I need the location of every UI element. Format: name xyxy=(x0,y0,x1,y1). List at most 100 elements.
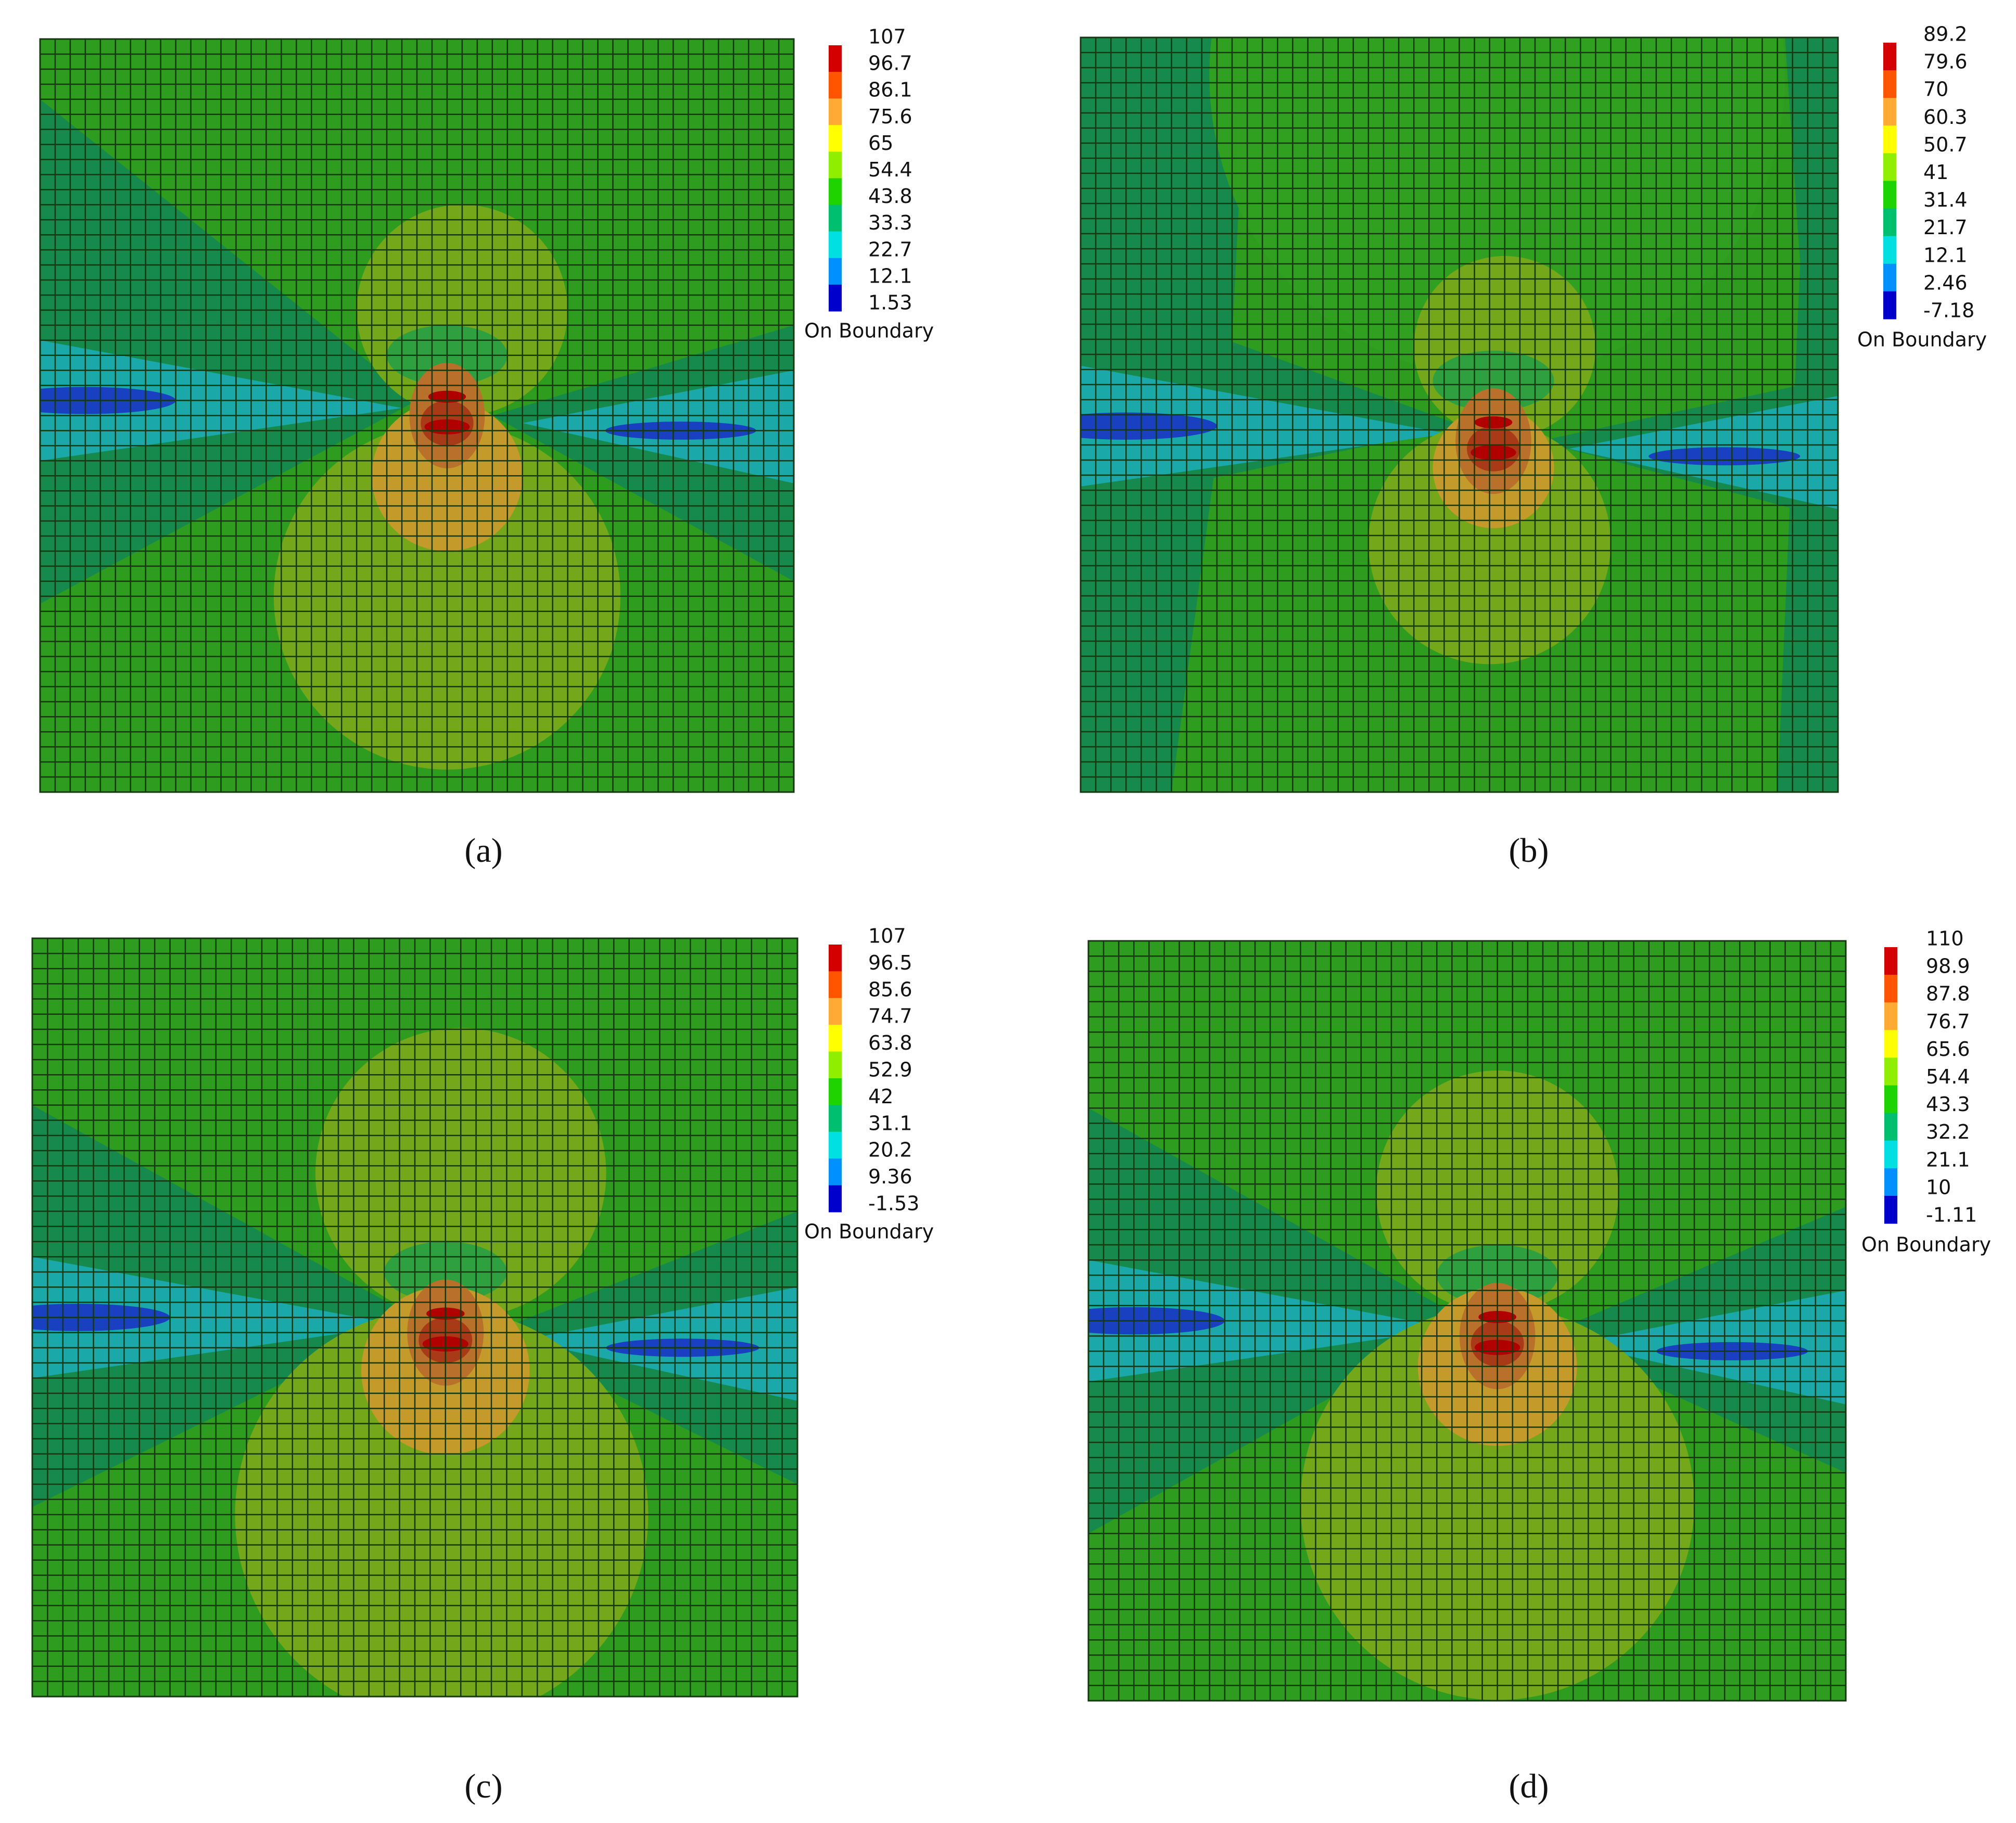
legend-swatch xyxy=(1883,181,1896,209)
legend-label: 50.7 xyxy=(1923,133,1968,156)
mesh xyxy=(32,938,797,1697)
legend-swatch xyxy=(1884,1168,1897,1196)
legend-label: 76.7 xyxy=(1926,1010,1970,1033)
legend-label: 2.46 xyxy=(1923,271,1968,294)
legend-swatch xyxy=(1883,208,1896,237)
legend-swatch xyxy=(829,998,842,1025)
legend-swatch xyxy=(829,1025,842,1052)
legend-label: 96.7 xyxy=(868,52,912,75)
legend-label: 10 xyxy=(1926,1176,1951,1199)
left-wedge xyxy=(40,99,417,604)
legend-label: 65 xyxy=(868,132,893,155)
legend-swatch xyxy=(1884,1002,1897,1030)
legend-label: 60.3 xyxy=(1923,106,1968,129)
legend-swatch xyxy=(1883,43,1896,71)
legend-swatch xyxy=(829,72,842,99)
legend-label: 43.3 xyxy=(1926,1093,1970,1116)
legend-swatch xyxy=(1883,291,1896,320)
legend-label: 87.8 xyxy=(1926,983,1970,1005)
mesh xyxy=(1088,941,1846,1701)
legend-swatch xyxy=(1884,975,1897,1003)
legend-swatch xyxy=(1884,1057,1897,1086)
legend-label: 96.5 xyxy=(868,951,912,974)
legend-swatch xyxy=(829,1105,842,1132)
legend-label: -1.53 xyxy=(868,1192,919,1215)
legend-label: 22.7 xyxy=(868,238,912,261)
legend-label: 107 xyxy=(868,925,906,948)
panel-caption: (a) xyxy=(464,832,502,870)
legend-swatch xyxy=(829,1158,842,1186)
plot-border xyxy=(1080,36,1839,793)
panel-caption: (d) xyxy=(1509,1767,1549,1805)
panel: 89.2 79.6 70 60.3 50.7 41 31.4 21.7 12.1 2.46 -7.1… xyxy=(1080,23,1987,870)
legend-swatch xyxy=(829,258,842,285)
legend-swatch xyxy=(1883,98,1896,126)
legend-label: 31.1 xyxy=(868,1112,912,1134)
legend-swatch xyxy=(1883,125,1896,154)
legend-label: 63.8 xyxy=(868,1031,912,1054)
legend-label: 20.2 xyxy=(868,1139,912,1162)
legend-swatch xyxy=(1883,236,1896,264)
legend-swatch xyxy=(829,45,842,72)
legend-label: 21.7 xyxy=(1923,216,1968,239)
panel: 110 98.9 87.8 76.7 65.6 54.4 43.3 32.2 21.1 10 -1.… xyxy=(1087,927,1991,1805)
legend-swatch xyxy=(829,125,842,152)
legend-label: 65.6 xyxy=(1926,1038,1970,1061)
legend-label: 70 xyxy=(1923,78,1948,101)
legend-swatch xyxy=(829,1131,842,1159)
ring xyxy=(1432,350,1554,411)
legend-label: 89.2 xyxy=(1923,23,1968,46)
legend-label: 52.9 xyxy=(868,1059,912,1081)
legend-label: 86.1 xyxy=(868,79,912,101)
contour-plot xyxy=(40,39,794,792)
panel: 107 96.7 86.1 75.6 65 54.4 43.8 33.3 22.7 12.1 1.5… xyxy=(39,26,934,870)
contour-plot xyxy=(1081,37,1838,792)
legend-label: 43.8 xyxy=(868,185,912,208)
plot-border xyxy=(39,38,795,793)
plot-border xyxy=(1087,940,1847,1702)
legend-label: 1.53 xyxy=(868,291,912,314)
legend-label: -1.11 xyxy=(1926,1204,1977,1227)
legend-label: 31.4 xyxy=(1923,188,1968,211)
left-band xyxy=(1081,365,1448,487)
legend-swatch xyxy=(1884,1113,1897,1141)
legend-label: 9.36 xyxy=(868,1165,912,1188)
legend-swatch xyxy=(829,1051,842,1079)
legend-label: 85.6 xyxy=(868,978,912,1001)
legend-swatch xyxy=(829,1078,842,1105)
contour-plot xyxy=(32,938,797,1697)
legend-swatch xyxy=(829,151,842,179)
legend-label: 74.7 xyxy=(868,1005,912,1028)
legend-swatch xyxy=(829,971,842,999)
legend-swatch xyxy=(1884,947,1897,975)
legend-swatch xyxy=(829,231,842,259)
legend-label: 21.1 xyxy=(1926,1148,1970,1171)
legend-label: 32.2 xyxy=(1926,1120,1970,1143)
legend-swatch xyxy=(1883,263,1896,292)
contour-plot xyxy=(1088,941,1846,1701)
legend-swatch xyxy=(1883,70,1896,98)
panel-caption: (c) xyxy=(464,1767,502,1805)
legend-label: 33.3 xyxy=(868,211,912,234)
legend-label: 79.6 xyxy=(1923,50,1968,73)
legend-swatch xyxy=(1884,1195,1897,1224)
legend-swatch xyxy=(829,284,842,312)
legend-swatch xyxy=(829,98,842,125)
low-streak xyxy=(1081,412,1217,440)
legend-swatch xyxy=(1884,1030,1897,1058)
legend-label: 41 xyxy=(1923,161,1948,184)
legend-label: 54.4 xyxy=(1926,1065,1970,1088)
legend-swatch xyxy=(1884,1140,1897,1169)
legend-swatch xyxy=(829,945,842,972)
legend-label: 42 xyxy=(868,1085,893,1108)
legend-label: 54.4 xyxy=(868,158,912,181)
mesh xyxy=(40,39,794,792)
legend-note: On Boundary xyxy=(1861,1233,1991,1256)
peak xyxy=(1470,445,1516,460)
legend-label: 75.6 xyxy=(868,105,912,128)
legend-swatch xyxy=(829,1185,842,1213)
legend-label: 110 xyxy=(1926,927,1964,950)
legend-swatch xyxy=(829,205,842,232)
legend-note: On Boundary xyxy=(1857,328,1987,351)
